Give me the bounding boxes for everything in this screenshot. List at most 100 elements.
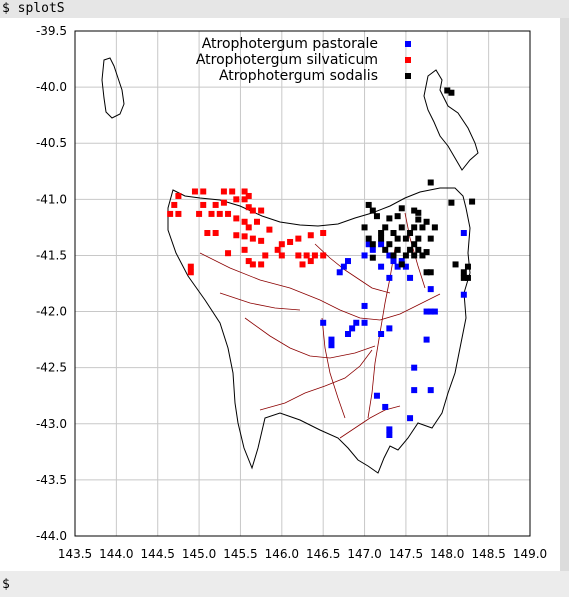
data-point-series-2 bbox=[402, 252, 409, 259]
data-point-series-0 bbox=[378, 263, 385, 270]
data-point-series-1 bbox=[295, 235, 302, 242]
axes: 143.5 144.0 144.5 145.0 145.5 146.0 146.5 147.0… bbox=[36, 24, 547, 561]
data-point-series-0 bbox=[423, 336, 430, 343]
data-point-series-1 bbox=[320, 252, 327, 259]
data-point-series-2 bbox=[460, 274, 467, 281]
data-point-series-0 bbox=[394, 263, 401, 270]
data-point-series-2 bbox=[411, 207, 418, 214]
data-point-series-0 bbox=[423, 308, 430, 315]
data-point-series-2 bbox=[390, 252, 397, 259]
x-tick-label: 148.5 bbox=[471, 547, 505, 561]
data-point-series-2 bbox=[411, 224, 418, 231]
data-point-series-0 bbox=[369, 246, 376, 253]
legend-marker bbox=[405, 57, 411, 63]
data-point-series-2 bbox=[378, 235, 385, 242]
coastline-flinders-island bbox=[423, 69, 479, 171]
data-point-series-2 bbox=[419, 224, 426, 231]
data-point-series-1 bbox=[225, 210, 232, 217]
data-point-series-1 bbox=[245, 224, 252, 231]
data-point-series-1 bbox=[287, 238, 294, 245]
data-point-series-1 bbox=[258, 237, 265, 244]
data-point-series-1 bbox=[299, 261, 306, 268]
data-point-series-2 bbox=[448, 89, 455, 96]
data-point-series-1 bbox=[233, 215, 240, 222]
data-point-series-2 bbox=[402, 235, 409, 242]
data-point-series-2 bbox=[411, 241, 418, 248]
data-point-series-2 bbox=[369, 254, 376, 261]
x-tick-label: 144.0 bbox=[99, 547, 133, 561]
data-point-series-2 bbox=[423, 269, 430, 276]
coastline-main-island bbox=[167, 187, 471, 474]
data-point-series-2 bbox=[365, 201, 372, 208]
data-point-series-0 bbox=[361, 319, 368, 326]
data-point-series-2 bbox=[394, 246, 401, 253]
data-point-series-1 bbox=[320, 230, 327, 236]
x-tick-label: 149.0 bbox=[513, 547, 547, 561]
data-point-series-2 bbox=[382, 246, 389, 253]
data-point-series-0 bbox=[378, 241, 385, 248]
data-point-series-2 bbox=[469, 198, 476, 205]
rivers bbox=[199, 212, 441, 439]
data-point-series-0 bbox=[382, 403, 389, 410]
tasmania-map-outline bbox=[101, 57, 479, 474]
data-point-series-1 bbox=[216, 210, 223, 217]
data-point-series-1 bbox=[245, 204, 252, 211]
data-point-series-0 bbox=[460, 291, 467, 298]
x-tick-label: 147.0 bbox=[347, 547, 381, 561]
data-point-series-2 bbox=[398, 205, 405, 212]
data-point-series-2 bbox=[394, 235, 401, 242]
data-point-series-2 bbox=[423, 218, 430, 225]
y-tick-label: -44.0 bbox=[36, 529, 67, 543]
data-point-series-1 bbox=[307, 258, 314, 265]
data-point-series-1 bbox=[233, 196, 240, 203]
vertical-scrollbar[interactable] bbox=[560, 18, 569, 571]
data-point-series-0 bbox=[427, 387, 434, 394]
data-point-series-0 bbox=[320, 319, 327, 326]
data-point-series-0 bbox=[386, 274, 393, 281]
data-point-series-2 bbox=[464, 263, 471, 270]
data-point-series-0 bbox=[386, 432, 393, 438]
data-point-series-1 bbox=[249, 235, 256, 242]
data-point-series-2 bbox=[415, 216, 422, 223]
data-points bbox=[167, 87, 476, 438]
legend-label: Atrophotergum sodalis bbox=[219, 68, 378, 84]
shell-prompt[interactable]: $ bbox=[2, 577, 10, 592]
data-point-series-2 bbox=[369, 241, 376, 248]
data-point-series-1 bbox=[220, 199, 227, 206]
data-point-series-0 bbox=[340, 263, 347, 270]
data-point-series-2 bbox=[411, 252, 418, 259]
data-point-series-2 bbox=[444, 87, 451, 94]
data-point-series-0 bbox=[390, 258, 397, 265]
data-point-series-2 bbox=[464, 274, 471, 281]
data-point-series-0 bbox=[349, 325, 356, 332]
data-point-series-1 bbox=[225, 250, 232, 257]
data-point-series-0 bbox=[328, 336, 335, 343]
data-point-series-2 bbox=[373, 213, 380, 220]
x-tick-label: 148.0 bbox=[430, 547, 464, 561]
x-tick-label: 144.5 bbox=[141, 547, 175, 561]
x-tick-label: 145.5 bbox=[223, 547, 257, 561]
data-point-series-1 bbox=[212, 230, 219, 236]
y-tick-label: -42.5 bbox=[36, 361, 67, 375]
data-point-series-1 bbox=[254, 218, 260, 225]
data-point-series-1 bbox=[208, 210, 215, 217]
data-point-series-1 bbox=[204, 230, 211, 236]
data-point-series-2 bbox=[431, 224, 438, 231]
data-point-series-2 bbox=[460, 269, 467, 276]
data-point-series-1 bbox=[303, 252, 310, 259]
data-point-series-1 bbox=[278, 241, 285, 248]
data-point-series-2 bbox=[427, 235, 434, 242]
data-point-series-1 bbox=[187, 269, 194, 276]
data-point-series-1 bbox=[200, 201, 207, 208]
data-point-series-0 bbox=[407, 415, 414, 422]
coastline-king-island bbox=[101, 57, 125, 119]
x-tick-label: 146.5 bbox=[306, 547, 340, 561]
x-tick-label: 145.0 bbox=[182, 547, 216, 561]
command-line: $ splotS bbox=[0, 0, 569, 18]
data-point-series-1 bbox=[266, 226, 273, 233]
data-point-series-1 bbox=[191, 188, 198, 195]
data-point-series-0 bbox=[411, 387, 418, 394]
data-point-series-0 bbox=[373, 392, 380, 399]
data-point-series-1 bbox=[249, 207, 256, 214]
data-point-series-1 bbox=[241, 246, 248, 253]
